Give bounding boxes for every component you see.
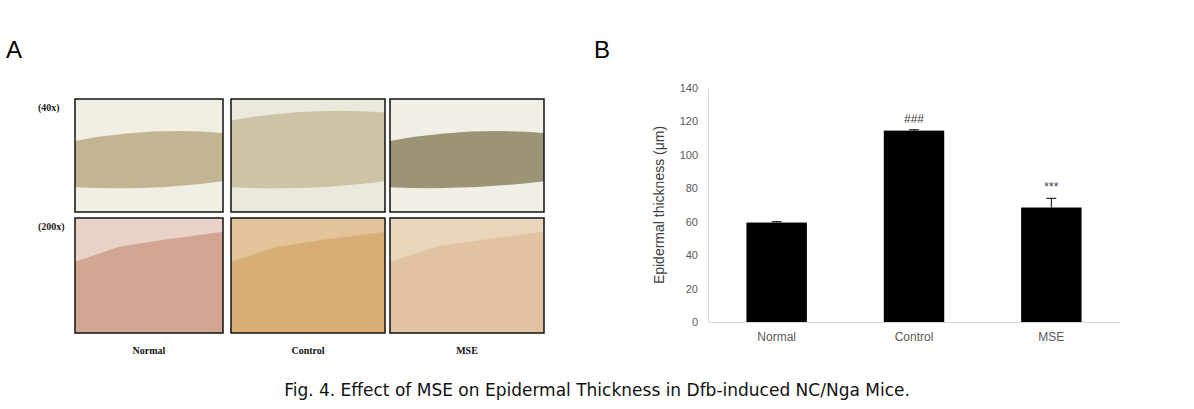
y-tick: 40 — [686, 249, 708, 261]
bar — [884, 131, 944, 322]
tissue — [75, 232, 223, 333]
panel-label: B — [594, 36, 610, 63]
micrograph-ground — [390, 99, 544, 212]
micrograph — [75, 99, 223, 212]
tissue — [231, 232, 385, 333]
y-tick-label: 60 — [686, 216, 698, 228]
micrograph — [390, 99, 544, 212]
micrograph — [390, 218, 544, 333]
micrograph-frame — [231, 99, 385, 212]
y-tick: 60 — [686, 216, 708, 228]
y-tick: 100 — [680, 149, 708, 161]
micrograph — [231, 99, 385, 212]
error-bar — [1046, 198, 1056, 207]
micrograph — [231, 218, 385, 333]
micrograph-ground — [75, 99, 223, 212]
y-tick-label: 100 — [680, 149, 698, 161]
micrograph-frame — [231, 218, 385, 333]
magnification-label: (200x) — [38, 221, 65, 233]
tissue — [390, 232, 544, 333]
x-tick-label: MSE — [1038, 330, 1064, 344]
y-tick-label: 120 — [680, 115, 698, 127]
tissue — [390, 131, 544, 188]
panel-label: A — [6, 36, 22, 63]
y-tick-label: 20 — [686, 283, 698, 295]
y-axis-line — [708, 89, 709, 323]
micrograph-ground — [231, 99, 385, 212]
y-tick-label: 40 — [686, 249, 698, 261]
x-tick-label: Normal — [757, 330, 796, 344]
y-axis-title: Epidermal thickness (μm) — [651, 126, 667, 284]
micrograph-frame — [390, 99, 544, 212]
error-stem — [1051, 198, 1052, 207]
bar — [1021, 208, 1081, 322]
tissue — [231, 111, 385, 189]
significance-mark: ### — [904, 112, 924, 126]
micrograph-ground — [231, 218, 385, 333]
micrograph-frame — [75, 218, 223, 333]
x-tick: Control — [895, 322, 934, 344]
error-cap — [909, 129, 919, 130]
plot-area — [746, 130, 1081, 322]
micrograph-ground — [75, 218, 223, 333]
tissue — [75, 131, 223, 188]
micrograph-frame — [390, 218, 544, 333]
x-tick: Normal — [757, 322, 796, 344]
significance-mark: *** — [1044, 180, 1058, 194]
y-tick-label: 80 — [686, 182, 698, 194]
error-bar — [909, 129, 919, 131]
micrograph — [75, 218, 223, 333]
y-tick-label: 0 — [692, 316, 698, 328]
y-tick: 140 — [680, 82, 708, 94]
magnification-label: (40x) — [38, 102, 60, 114]
figure: A B (40x) (200x) Normal Control MSE 0 20 40 60 80 10… — [0, 0, 1194, 409]
y-tick: 0 — [692, 316, 708, 328]
group-label: MSE — [456, 345, 478, 356]
y-tick: 120 — [680, 115, 708, 127]
caption: Fig. 4. Effect of MSE on Epidermal Thick… — [284, 380, 910, 400]
y-axis: 0 20 40 60 80 100 120 140 — [680, 82, 709, 328]
group-label: Normal — [133, 345, 166, 356]
x-axis-line — [709, 322, 1121, 323]
micrograph-frame — [75, 99, 223, 212]
error-bar — [772, 221, 782, 223]
micrograph-ground — [390, 218, 544, 333]
y-tick: 20 — [686, 283, 708, 295]
x-tick-label: Control — [895, 330, 934, 344]
error-cap — [772, 221, 782, 222]
group-label: Control — [291, 345, 324, 356]
x-tick: MSE — [1038, 322, 1064, 344]
bar — [746, 223, 806, 322]
x-axis: Normal Control MSE — [709, 322, 1121, 344]
y-tick: 80 — [686, 182, 708, 194]
y-tick-label: 140 — [680, 82, 698, 94]
error-cap — [1046, 198, 1056, 199]
